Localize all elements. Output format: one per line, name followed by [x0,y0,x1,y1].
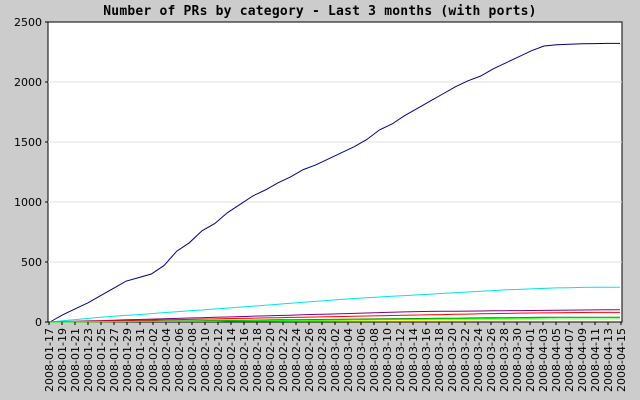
series-line-1 [49,286,620,323]
series-lines [49,42,620,323]
x-tick-label: 2008-03-28 [498,328,511,392]
x-tick-label: 2008-03-20 [446,328,459,392]
x-tick-label: 2008-04-13 [602,328,615,392]
x-tick-label: 2008-03-22 [459,328,472,392]
y-tick-label: 0 [35,316,42,329]
x-tick-label: 2008-03-08 [368,328,381,392]
x-tick-label: 2008-02-12 [212,328,225,392]
y-tick-label: 500 [21,256,42,269]
x-tick-label: 2008-02-18 [251,328,264,392]
series-line-3 [49,311,620,323]
x-tick-label: 2008-02-24 [290,328,303,392]
chart-title: Number of PRs by category - Last 3 month… [103,4,537,19]
x-tick-label: 2008-03-18 [433,328,446,392]
x-tick-label: 2008-01-17 [43,328,56,392]
x-tick-label: 2008-02-22 [277,328,290,392]
x-tick-label: 2008-01-21 [69,328,82,392]
x-tick-label: 2008-02-04 [160,328,173,392]
grid [48,81,622,263]
x-tick-label: 2008-03-12 [394,328,407,392]
y-tick-label: 2500 [14,16,42,29]
y-tick-label: 1500 [14,136,42,149]
y-axis-ticks: 0 500 1000 1500 2000 2500 [14,16,48,329]
x-tick-label: 2008-04-03 [537,328,550,392]
x-tick-label: 2008-03-24 [472,328,485,392]
x-tick-label: 2008-01-19 [56,328,69,392]
x-tick-label: 2008-02-08 [186,328,199,392]
x-tick-label: 2008-01-31 [134,328,147,392]
y-tick-label: 2000 [14,76,42,89]
x-tick-label: 2008-03-16 [420,328,433,392]
x-tick-label: 2008-02-26 [303,328,316,392]
x-tick-label: 2008-03-10 [381,328,394,392]
x-tick-label: 2008-02-16 [238,328,251,392]
x-tick-label: 2008-01-29 [121,328,134,392]
x-tick-label: 2008-02-06 [173,328,186,392]
x-tick-label: 2008-03-04 [342,328,355,392]
x-tick-label: 2008-02-14 [225,328,238,392]
plot-area [47,21,623,323]
x-tick-label: 2008-04-11 [589,328,602,392]
x-tick-label: 2008-04-05 [550,328,563,392]
x-tick-label: 2008-01-23 [82,328,95,392]
x-tick-label: 2008-01-25 [95,328,108,392]
x-tick-label: 2008-04-15 [615,328,628,392]
x-tick-label: 2008-02-02 [147,328,160,392]
x-tick-label: 2008-02-28 [316,328,329,392]
x-tick-label: 2008-03-02 [329,328,342,392]
y-tick-label: 1000 [14,196,42,209]
x-tick-label: 2008-01-27 [108,328,121,392]
series-line-0 [49,42,620,323]
x-tick-label: 2008-03-30 [511,328,524,392]
series-line-2 [49,309,620,323]
x-tick-label: 2008-04-09 [576,328,589,392]
series-line-6 [49,317,620,323]
x-axis-ticks: 2008-01-17 2008-01-19 2008-01-21 2008-01-23… [43,322,628,392]
x-tick-label: 2008-03-14 [407,328,420,392]
x-tick-label: 2008-03-06 [355,328,368,392]
x-tick-label: 2008-02-10 [199,328,212,392]
x-tick-label: 2008-04-07 [563,328,576,392]
x-tick-label: 2008-04-01 [524,328,537,392]
x-tick-label: 2008-02-20 [264,328,277,392]
x-tick-label: 2008-03-26 [485,328,498,392]
